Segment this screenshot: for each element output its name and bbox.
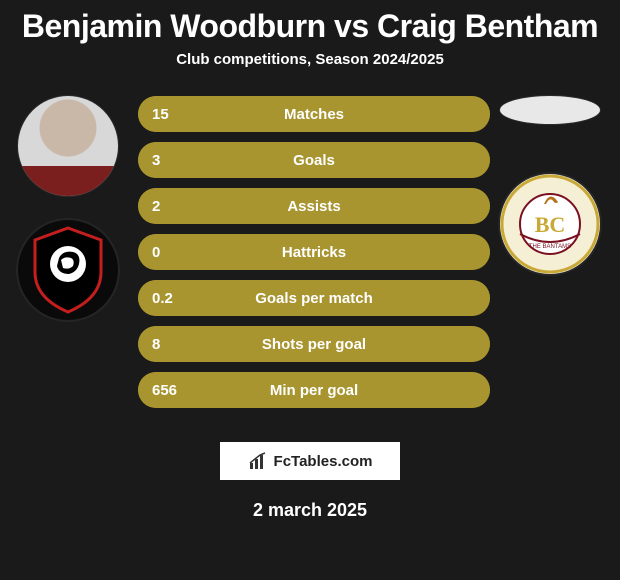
stat-bar: 8 Shots per goal: [138, 326, 490, 362]
stat-left-value: 0: [152, 244, 160, 261]
stat-label: Assists: [287, 198, 340, 215]
left-club-badge: [18, 220, 118, 320]
stat-label: Matches: [284, 106, 344, 123]
stats-area: BC THE BANTAMS 15 Matches 3 Goals 2 Assists 0 H…: [0, 96, 620, 436]
stat-left-value: 3: [152, 152, 160, 169]
stat-label: Shots per goal: [262, 336, 366, 353]
stat-left-value: 8: [152, 336, 160, 353]
left-player-column: [8, 96, 128, 320]
stat-left-value: 656: [152, 382, 177, 399]
round-badge-icon: BC THE BANTAMS: [500, 174, 600, 274]
footer-date: 2 march 2025: [253, 500, 367, 521]
stat-bar: 15 Matches: [138, 96, 490, 132]
right-club-badge: BC THE BANTAMS: [500, 174, 600, 274]
stat-bar: 0 Hattricks: [138, 234, 490, 270]
right-player-column: BC THE BANTAMS: [490, 96, 610, 274]
footer-site-logo[interactable]: FcTables.com: [220, 442, 400, 480]
stat-label: Min per goal: [270, 382, 358, 399]
stats-bars: 15 Matches 3 Goals 2 Assists 0 Hattricks 0.2 Goal…: [138, 96, 490, 408]
stat-bar: 0.2 Goals per match: [138, 280, 490, 316]
stat-left-value: 15: [152, 106, 169, 123]
stat-bar: 656 Min per goal: [138, 372, 490, 408]
chart-icon: [248, 451, 268, 471]
stat-label: Hattricks: [282, 244, 346, 261]
player-silhouette-icon: [18, 96, 118, 196]
stat-bar: 3 Goals: [138, 142, 490, 178]
page-subtitle: Club competitions, Season 2024/2025: [0, 51, 620, 68]
stat-left-value: 0.2: [152, 290, 173, 307]
stat-label: Goals: [293, 152, 335, 169]
stat-bar: 2 Assists: [138, 188, 490, 224]
page-root: Benjamin Woodburn vs Craig Bentham Club …: [0, 0, 620, 580]
page-title: Benjamin Woodburn vs Craig Bentham: [0, 0, 620, 45]
stat-left-value: 2: [152, 198, 160, 215]
svg-text:THE BANTAMS: THE BANTAMS: [529, 244, 571, 250]
right-player-photo: [500, 96, 600, 124]
svg-text:BC: BC: [535, 212, 566, 237]
footer-site-name: FcTables.com: [274, 453, 373, 470]
shield-icon: [29, 226, 107, 314]
stat-label: Goals per match: [255, 290, 373, 307]
left-player-photo: [18, 96, 118, 196]
